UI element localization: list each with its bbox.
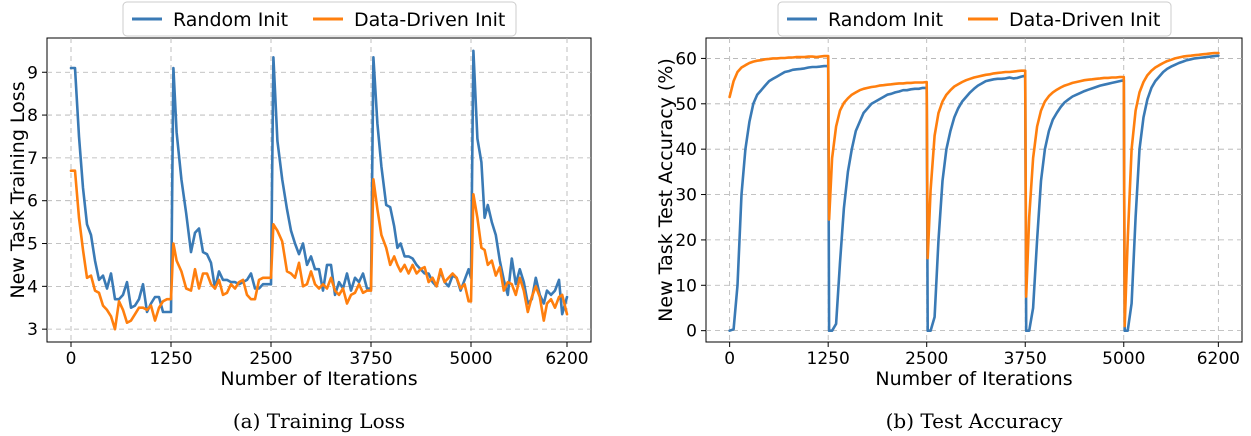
series-accuracy <box>728 51 1220 332</box>
y-tick-label: 8 <box>27 106 38 126</box>
y-tick-label: 6 <box>27 192 38 212</box>
x-tick-label: 3750 <box>349 349 392 369</box>
y-tick-label: 50 <box>675 95 697 115</box>
y-tick-label: 10 <box>675 276 697 296</box>
y-tick-label: 30 <box>675 186 697 206</box>
legend-label-datadriven-loss: Data-Driven Init <box>354 9 505 31</box>
x-tick-label: 0 <box>724 349 735 369</box>
x-axis-label-accuracy: Number of Iterations <box>875 368 1072 390</box>
test-accuracy-panel: 0 1250 2500 3750 5000 6200 0 10 20 30 40 50 60 Numb… <box>655 1 1243 433</box>
y-tick-label: 9 <box>27 63 38 83</box>
training-loss-panel: 0 1250 2500 3750 5000 6200 3 4 5 6 7 8 9 Number of … <box>7 1 592 433</box>
caption-accuracy: (b) Test Accuracy <box>886 409 1063 433</box>
plot-area-loss <box>46 37 592 343</box>
y-tick-label: 5 <box>27 235 38 255</box>
x-ticks-accuracy: 0 1250 2500 3750 5000 6200 <box>724 342 1240 369</box>
x-tick-label: 2500 <box>905 349 948 369</box>
series-loss <box>69 49 569 331</box>
y-axis-label-loss: New Task Training Loss <box>7 81 29 298</box>
x-tick-label: 1250 <box>149 349 192 369</box>
y-tick-label: 60 <box>675 49 697 69</box>
y-tick-label: 20 <box>675 231 697 251</box>
x-tick-label: 3750 <box>1004 349 1047 369</box>
x-ticks-loss: 0 1250 2500 3750 5000 6200 <box>66 342 589 369</box>
caption-loss: (a) Training Loss <box>233 409 405 433</box>
legend-label-random-loss: Random Init <box>173 9 288 31</box>
y-tick-label: 3 <box>27 320 38 340</box>
series-random-init-line <box>728 54 1220 332</box>
x-tick-label: 0 <box>66 349 77 369</box>
y-tick-label: 40 <box>675 140 697 160</box>
series-data-driven-init-line <box>728 51 1220 328</box>
x-tick-label: 1250 <box>807 349 850 369</box>
legend-label-random-accuracy: Random Init <box>828 9 943 31</box>
legend-accuracy: Random Init Data-Driven Init <box>777 1 1172 37</box>
series-data-driven-init-line <box>69 169 569 331</box>
y-tick-label: 7 <box>27 149 38 169</box>
x-tick-label: 6200 <box>1197 349 1240 369</box>
series-random-init-line <box>69 49 569 316</box>
x-tick-label: 5000 <box>1102 349 1145 369</box>
x-tick-label: 2500 <box>249 349 292 369</box>
plot-area-accuracy <box>705 37 1243 343</box>
x-tick-label: 6200 <box>545 349 588 369</box>
y-ticks-loss: 3 4 5 6 7 8 9 <box>27 63 47 340</box>
y-tick-label: 0 <box>686 322 697 342</box>
x-tick-label: 5000 <box>449 349 492 369</box>
y-tick-label: 4 <box>27 277 38 297</box>
x-axis-label-loss: Number of Iterations <box>220 368 417 390</box>
legend-loss: Random Init Data-Driven Init <box>122 1 517 37</box>
y-ticks-accuracy: 0 10 20 30 40 50 60 <box>675 49 706 342</box>
legend-label-datadriven-accuracy: Data-Driven Init <box>1009 9 1160 31</box>
y-axis-label-accuracy: New Task Test Accuracy (%) <box>655 58 677 322</box>
